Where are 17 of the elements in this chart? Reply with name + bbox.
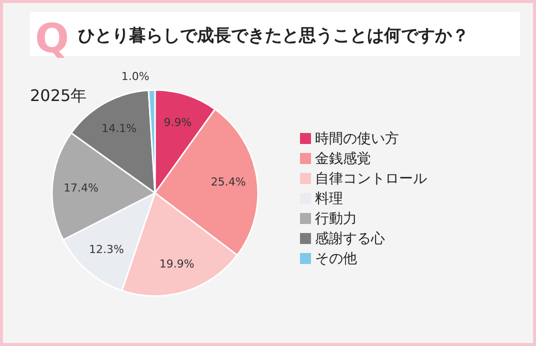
data-label: 17.4% [64, 181, 99, 194]
data-label: 9.9% [164, 116, 192, 130]
legend-label: 時間の使い方 [315, 131, 399, 147]
chart-title: ひとり暮らしで成長できたと思うことは何ですか？ [78, 26, 469, 46]
legend-label: 自律コントロール [315, 171, 427, 187]
data-label: 1.0% [121, 70, 150, 83]
legend-label: 料理 [315, 191, 343, 207]
text: Q [34, 16, 70, 62]
legend-label: 金銭感覚 [315, 151, 371, 167]
data-label: 14.1% [102, 122, 137, 135]
data-label: 25.4% [210, 176, 246, 189]
legend-label: その他 [315, 251, 357, 267]
data-label: 12.3% [89, 242, 124, 256]
data-label: 19.9% [159, 258, 194, 271]
text: 2025年 [30, 86, 87, 105]
legend-label: 感謝する心 [315, 231, 385, 247]
legend-label: 行動力 [315, 211, 357, 227]
